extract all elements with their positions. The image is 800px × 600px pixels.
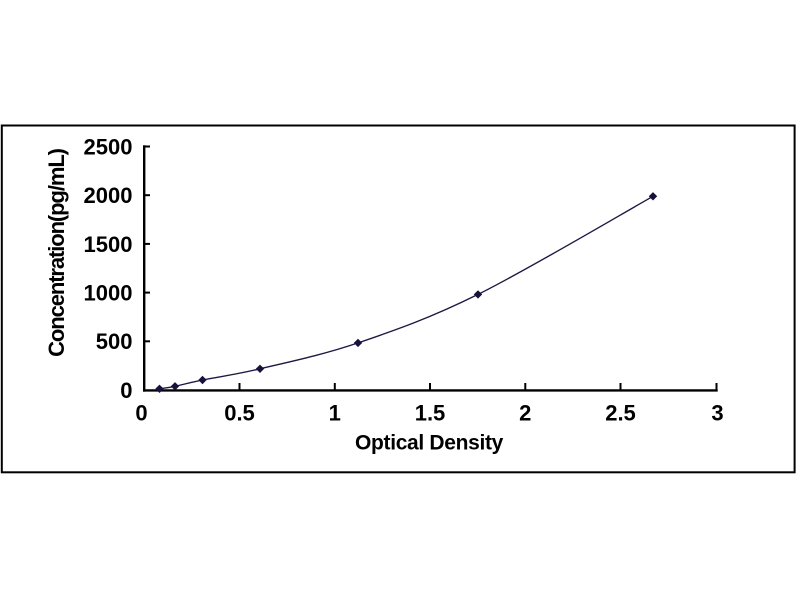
svg-text:2: 2 [519, 401, 531, 426]
svg-text:Optical Density: Optical Density [355, 432, 504, 455]
svg-text:500: 500 [96, 329, 133, 354]
svg-text:0: 0 [135, 401, 147, 426]
svg-text:2500: 2500 [84, 134, 133, 159]
svg-text:1500: 1500 [84, 232, 133, 257]
svg-text:2000: 2000 [84, 183, 133, 208]
svg-text:3: 3 [711, 401, 723, 426]
svg-text:1.5: 1.5 [415, 401, 446, 426]
svg-text:Concentration(pg/mL): Concentration(pg/mL) [44, 148, 69, 357]
svg-text:0.5: 0.5 [224, 401, 255, 426]
svg-text:1: 1 [329, 401, 341, 426]
svg-text:0: 0 [120, 378, 132, 403]
svg-text:1000: 1000 [84, 281, 133, 306]
svg-text:2.5: 2.5 [605, 401, 636, 426]
